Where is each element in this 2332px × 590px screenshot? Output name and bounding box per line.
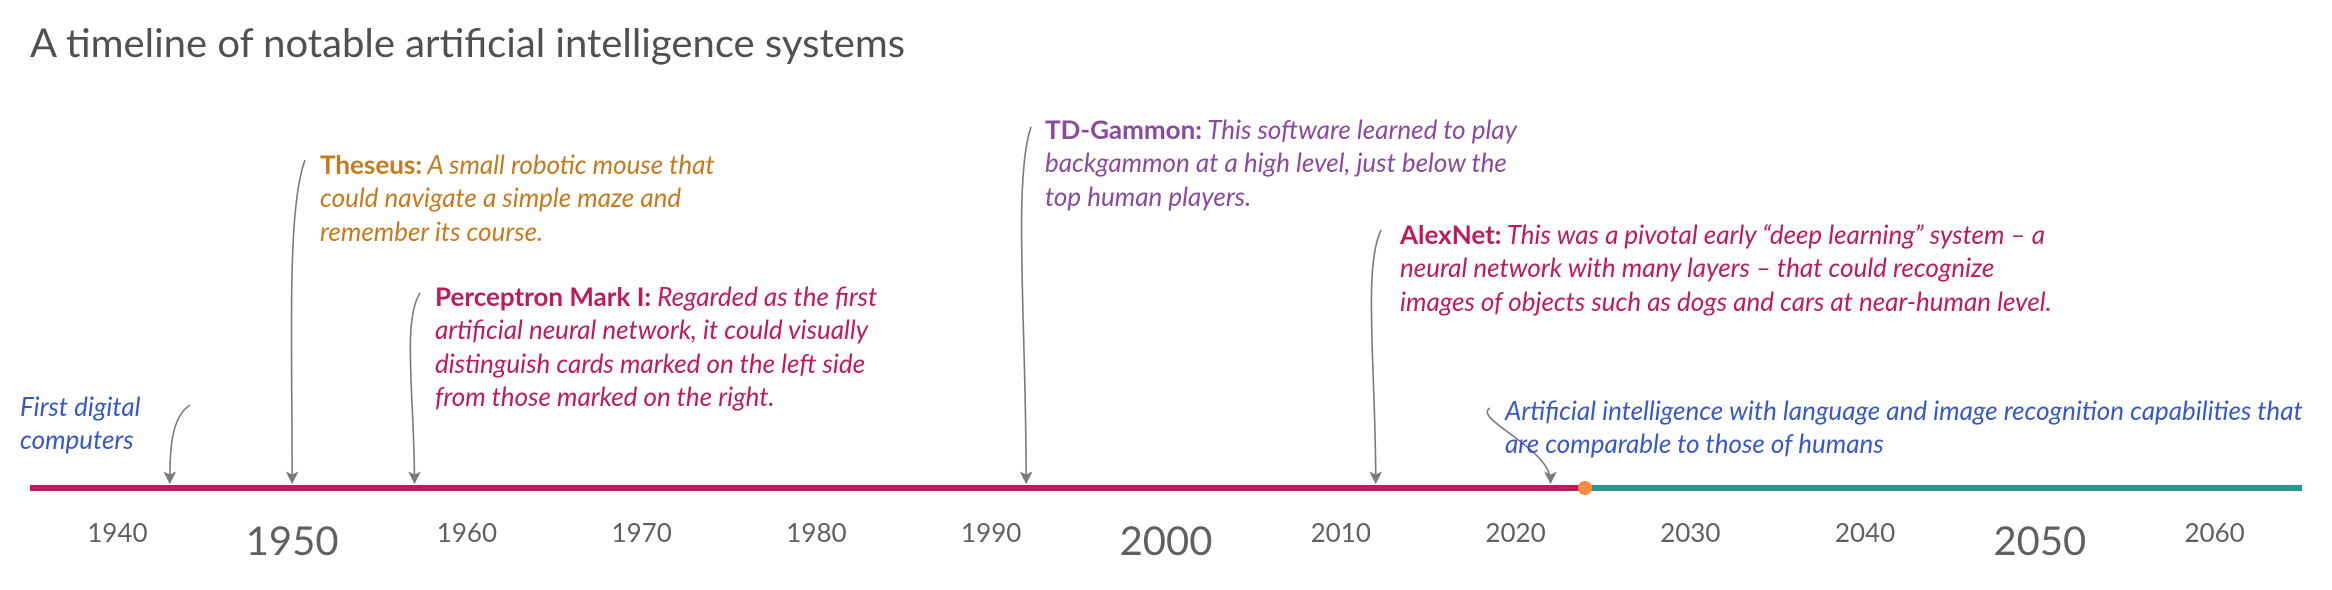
annotation-arrow — [1022, 127, 1031, 481]
annotation-theseus: Theseus: A small robotic mouse that coul… — [320, 148, 770, 248]
annotation-td-gammon: TD-Gammon: This software learned to play… — [1045, 113, 1525, 213]
axis-future — [1585, 485, 2302, 491]
annotation-human-comparable: Artificial intelligence with language an… — [1505, 394, 2325, 461]
tick-label: 2020 — [1485, 516, 1545, 548]
tick-label: 2050 — [1993, 516, 2086, 564]
annotation-desc: First digital computers — [20, 390, 141, 455]
annotation-desc: Artificial intelligence with language an… — [1505, 394, 2303, 459]
tick-label: 2060 — [2184, 516, 2244, 548]
tick-label: 1970 — [612, 516, 672, 548]
annotation-name: Theseus: — [320, 148, 422, 180]
tick-label: 2030 — [1660, 516, 1720, 548]
current-year-marker — [1578, 481, 1592, 495]
annotation-arrow — [291, 160, 305, 481]
annotation-arrow — [1371, 230, 1381, 481]
timeline: 1940 1950 1960 1970 1980 1990 2000 2010 2020 2030… — [30, 0, 2302, 590]
tick-label: 2040 — [1835, 516, 1895, 548]
annotation-name: TD-Gammon: — [1045, 113, 1202, 145]
tick-label: 1950 — [246, 516, 339, 564]
tick-label: 2000 — [1120, 516, 1213, 564]
tick-label: 1980 — [786, 516, 846, 548]
tick-label: 2010 — [1311, 516, 1371, 548]
axis-past — [30, 485, 1585, 491]
annotation-name: AlexNet: — [1400, 218, 1501, 250]
annotation-perceptron: Perceptron Mark I: Regarded as the first… — [435, 280, 915, 413]
annotation-first-computers: First digital computers — [20, 390, 220, 457]
tick-label: 1960 — [437, 516, 497, 548]
annotation-name: Perceptron Mark I: — [435, 280, 651, 312]
tick-label: 1940 — [87, 516, 147, 548]
annotation-alexnet: AlexNet: This was a pivotal early “deep … — [1400, 218, 2060, 318]
tick-label: 1990 — [961, 516, 1021, 548]
annotation-arrow — [410, 293, 420, 481]
